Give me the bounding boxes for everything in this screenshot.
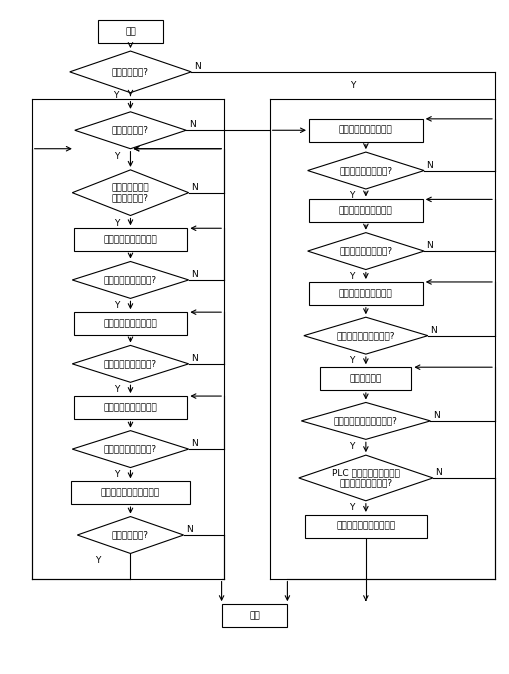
Text: 所选成品仓仓盖
是否打开到位?: 所选成品仓仓盖 是否打开到位? — [111, 183, 149, 202]
Polygon shape — [70, 51, 191, 93]
Text: N: N — [194, 62, 201, 71]
Polygon shape — [75, 112, 186, 149]
Text: N: N — [427, 160, 433, 170]
Bar — [221, 604, 288, 627]
Bar — [309, 200, 423, 222]
Text: 运料小车启动?: 运料小车启动? — [112, 126, 149, 135]
Text: Y: Y — [349, 441, 354, 451]
Text: Y: Y — [114, 152, 119, 161]
Text: N: N — [189, 121, 195, 129]
Text: N: N — [186, 525, 193, 534]
Polygon shape — [77, 516, 184, 553]
Text: 运料小车走完慢速区?: 运料小车走完慢速区? — [340, 166, 392, 175]
Text: Y: Y — [351, 81, 356, 90]
Text: 运料小车走完快速区?: 运料小车走完快速区? — [104, 359, 157, 369]
Text: Y: Y — [349, 191, 354, 200]
Text: 运料小车上行快速运行: 运料小车上行快速运行 — [104, 319, 157, 328]
Bar — [305, 515, 427, 538]
Bar — [73, 312, 187, 335]
Text: Y: Y — [114, 470, 119, 479]
Text: N: N — [427, 241, 433, 250]
Polygon shape — [301, 402, 431, 439]
Bar — [98, 20, 163, 43]
Text: 运料小车原点检测延时到?: 运料小车原点检测延时到? — [334, 417, 398, 425]
Text: 运料小车停止，卸成品料: 运料小车停止，卸成品料 — [101, 488, 160, 497]
Text: Y: Y — [349, 357, 354, 365]
Text: 运料小车下行慢速运行: 运料小车下行慢速运行 — [339, 289, 393, 298]
Polygon shape — [307, 233, 424, 270]
Text: 运料小车回到原点位置?: 运料小车回到原点位置? — [336, 331, 395, 340]
Text: 运料小车下行慢速启动: 运料小车下行慢速启动 — [339, 126, 393, 135]
Polygon shape — [72, 262, 189, 299]
Polygon shape — [72, 431, 189, 468]
Text: N: N — [191, 354, 198, 363]
Polygon shape — [299, 455, 433, 501]
Text: 运料小车停止: 运料小车停止 — [350, 374, 382, 383]
Polygon shape — [72, 345, 189, 382]
Bar — [320, 367, 411, 390]
Text: 卸成品料完成?: 卸成品料完成? — [112, 530, 149, 539]
Text: 运料小车上行慢速启动: 运料小车上行慢速启动 — [104, 235, 157, 244]
Text: 自动运行方式?: 自动运行方式? — [112, 67, 149, 76]
Text: 发送运料小车回原点信号: 发送运料小车回原点信号 — [336, 522, 395, 531]
Text: N: N — [191, 270, 198, 279]
Bar — [73, 228, 187, 251]
Text: 运料小车走完快速区?: 运料小车走完快速区? — [340, 247, 392, 255]
Text: Y: Y — [114, 219, 119, 228]
Text: 运料小车上行慢速运行: 运料小车上行慢速运行 — [104, 403, 157, 412]
Polygon shape — [307, 152, 424, 189]
Text: 运料小车下行快速运行: 运料小车下行快速运行 — [339, 206, 393, 215]
Bar — [73, 396, 187, 419]
Text: 运料小车走完慢速区?: 运料小车走完慢速区? — [104, 276, 157, 284]
Text: N: N — [433, 411, 440, 420]
Text: Y: Y — [349, 503, 354, 512]
Bar — [309, 282, 423, 305]
Text: 开始: 开始 — [125, 27, 136, 36]
Text: N: N — [431, 326, 437, 335]
Text: N: N — [191, 183, 198, 192]
Bar — [71, 481, 190, 504]
Text: PLC 高速计数器脉冲数小
车运料小车原点读差?: PLC 高速计数器脉冲数小 车运料小车原点读差? — [332, 468, 400, 488]
Text: Y: Y — [349, 272, 354, 281]
Bar — [309, 119, 423, 142]
Polygon shape — [304, 317, 428, 354]
Polygon shape — [72, 170, 189, 216]
Text: 运料小车到达目标仓?: 运料小车到达目标仓? — [104, 445, 157, 454]
Text: 返回: 返回 — [249, 611, 260, 620]
Text: Y: Y — [112, 91, 118, 100]
Text: N: N — [436, 468, 442, 477]
Text: Y: Y — [114, 385, 119, 394]
Text: Y: Y — [114, 301, 119, 309]
Text: Y: Y — [95, 555, 100, 565]
Text: N: N — [191, 439, 198, 448]
